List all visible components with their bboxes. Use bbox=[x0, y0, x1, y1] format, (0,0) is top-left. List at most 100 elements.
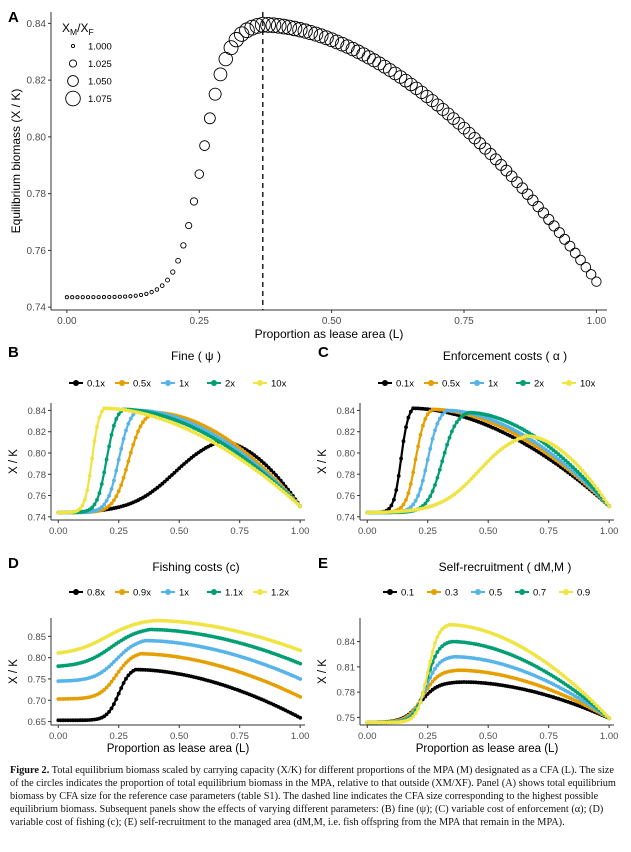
data-point bbox=[356, 47, 371, 62]
series-point bbox=[102, 502, 107, 507]
y-tick-label: 0.78 bbox=[337, 688, 356, 699]
series-point bbox=[128, 450, 133, 455]
data-point bbox=[144, 291, 149, 296]
series-point bbox=[95, 498, 99, 502]
x-tick-label: 0.50 bbox=[322, 316, 342, 327]
y-tick-label: 0.78 bbox=[28, 470, 47, 481]
x-tick-label: 0.00 bbox=[49, 731, 68, 742]
data-point bbox=[213, 67, 228, 82]
series-point bbox=[428, 659, 433, 664]
series-point bbox=[99, 482, 104, 486]
figure-caption: Figure 2. Total equilibrium biomass scal… bbox=[10, 764, 622, 829]
series-point bbox=[416, 706, 420, 711]
legend-label: 1.1x bbox=[225, 588, 243, 599]
series-point bbox=[452, 424, 457, 429]
y-axis-label: Equilibrium biomass (X / K) bbox=[9, 89, 23, 234]
series-point bbox=[437, 630, 442, 635]
data-point bbox=[532, 200, 544, 213]
data-point bbox=[425, 94, 439, 108]
series-point bbox=[573, 467, 578, 472]
data-point bbox=[123, 294, 128, 299]
series-point bbox=[107, 682, 111, 687]
legend-key-dot bbox=[257, 380, 263, 386]
y-tick-label: 0.84 bbox=[337, 637, 356, 648]
series-point bbox=[440, 627, 445, 632]
legend-label: 0.9 bbox=[577, 588, 590, 599]
series-point bbox=[437, 467, 442, 472]
legend-label: 2x bbox=[225, 379, 235, 390]
series-point bbox=[102, 470, 107, 475]
legend-key-dot bbox=[211, 589, 217, 595]
panel-label-b: B bbox=[8, 344, 19, 361]
panel-label-c: C bbox=[318, 344, 329, 361]
size-legend-label: 1.050 bbox=[88, 77, 112, 88]
x-tick-label: 0.25 bbox=[418, 526, 437, 537]
series-point bbox=[435, 635, 440, 639]
data-point bbox=[223, 40, 239, 56]
data-point bbox=[345, 41, 361, 57]
data-point bbox=[208, 87, 222, 101]
series-point bbox=[114, 657, 119, 662]
series-point bbox=[131, 442, 136, 447]
series-point bbox=[474, 471, 478, 476]
legend-key-dot bbox=[387, 589, 393, 595]
figure-canvas: A 0.00 0.25 0.50 0.75 1.00 0.74 0.76 0.78 0.80 0.8… bbox=[8, 9, 618, 755]
series-point bbox=[298, 661, 303, 666]
y-tick-label: 0.65 bbox=[28, 717, 47, 728]
x-tick-label: 0.25 bbox=[190, 316, 210, 327]
data-point bbox=[203, 112, 216, 125]
data-point bbox=[447, 112, 460, 125]
series-point bbox=[607, 504, 612, 509]
size-legend-circle bbox=[68, 59, 78, 68]
series-point bbox=[597, 490, 602, 494]
series-point bbox=[109, 501, 114, 506]
legend-label: 0.7 bbox=[533, 588, 546, 599]
data-point bbox=[297, 23, 313, 39]
data-point bbox=[228, 32, 244, 48]
series-point bbox=[104, 498, 109, 503]
series-point bbox=[95, 425, 99, 429]
series-point bbox=[92, 439, 97, 444]
series-point bbox=[119, 483, 124, 487]
series-point bbox=[116, 655, 121, 659]
data-point bbox=[194, 169, 204, 179]
legend-label: 0.5x bbox=[442, 379, 460, 390]
series-point bbox=[107, 504, 111, 508]
y-tick-label: 0.82 bbox=[337, 427, 356, 438]
series-point bbox=[109, 433, 114, 437]
series-point bbox=[114, 697, 119, 701]
series-point bbox=[595, 704, 599, 708]
data-point bbox=[575, 254, 586, 266]
caption-text: Total equilibrium biomass scaled by carr… bbox=[10, 765, 616, 829]
y-tick-label: 0.76 bbox=[337, 491, 356, 502]
data-point bbox=[260, 17, 277, 33]
y-tick-label: 0.84 bbox=[337, 406, 356, 417]
series-point bbox=[595, 486, 599, 491]
series-point bbox=[404, 498, 408, 502]
series-point bbox=[114, 494, 119, 499]
series-point bbox=[583, 477, 587, 482]
series-point bbox=[80, 503, 85, 508]
series-point bbox=[462, 484, 466, 488]
series-point bbox=[83, 497, 87, 502]
data-point bbox=[415, 85, 429, 99]
x-tick-label: 0.75 bbox=[230, 731, 249, 742]
legend-key-dot bbox=[519, 589, 525, 595]
series-point bbox=[87, 474, 92, 478]
legend-key-dot bbox=[165, 380, 171, 386]
y-tick-label: 0.85 bbox=[28, 632, 47, 643]
series-point bbox=[126, 673, 131, 678]
data-point bbox=[302, 24, 319, 41]
series-point bbox=[450, 429, 454, 434]
series-point bbox=[440, 459, 445, 464]
series-point bbox=[428, 446, 433, 451]
series-point bbox=[109, 706, 114, 711]
series-point bbox=[121, 436, 126, 441]
series-point bbox=[467, 479, 471, 484]
series-point bbox=[90, 505, 94, 510]
series-point bbox=[104, 685, 109, 690]
series-point bbox=[182, 462, 186, 466]
series-point bbox=[566, 460, 570, 465]
series-point bbox=[271, 470, 276, 475]
series-point bbox=[411, 502, 416, 507]
